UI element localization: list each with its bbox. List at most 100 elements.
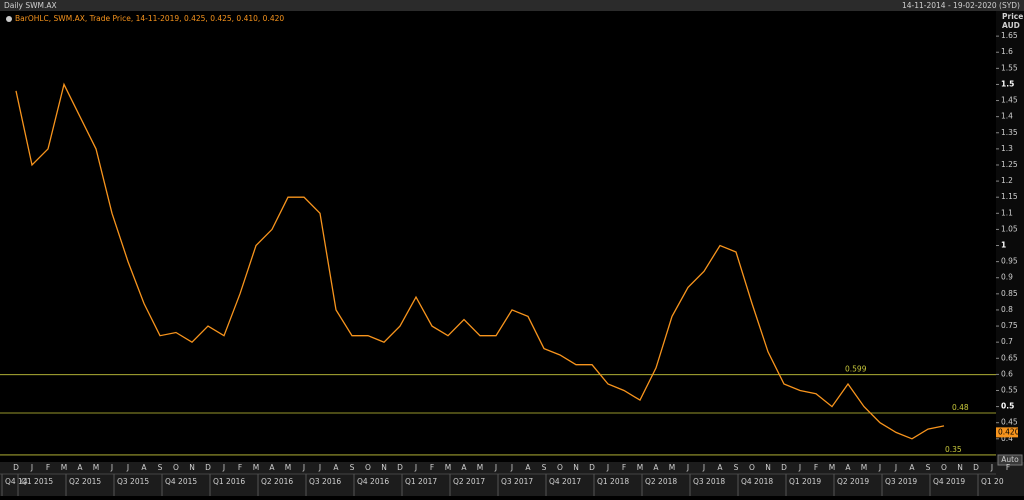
x-tick-label: J [494, 463, 497, 472]
last-price-label: 0.420 [998, 427, 1020, 436]
quarter-label: Q1 2015 [21, 477, 53, 486]
y-tick-label: 1.3 [1001, 144, 1013, 153]
level-label: 0.35 [945, 445, 962, 454]
x-tick-label: A [717, 463, 723, 472]
quarter-label: Q1 2017 [405, 477, 437, 486]
x-tick-label: M [93, 463, 99, 472]
level-label: 0.599 [845, 365, 867, 374]
x-tick-label: D [973, 463, 979, 472]
x-tick-label: F [430, 463, 434, 472]
x-tick-label: M [829, 463, 835, 472]
quarter-label: Q2 2016 [261, 477, 293, 486]
x-tick-label: D [397, 463, 403, 472]
legend-text: BarOHLC, SWM.AX, Trade Price, 14-11-2019… [15, 14, 284, 23]
x-tick-label: J [222, 463, 225, 472]
x-tick-label: A [77, 463, 83, 472]
quarter-label: Q3 2019 [885, 477, 917, 486]
x-tick-label: O [365, 463, 371, 472]
date-range: 14-11-2014 - 19-02-2020 (SYD) [902, 1, 1020, 10]
y-tick-label: 0.7 [1001, 337, 1013, 346]
x-tick-label: N [189, 463, 195, 472]
x-tick-label: S [542, 463, 547, 472]
x-tick-label: M [61, 463, 67, 472]
x-tick-label: N [765, 463, 771, 472]
x-tick-label: O [173, 463, 179, 472]
y-tick-label: 0.65 [1001, 353, 1018, 362]
auto-button[interactable] [997, 454, 1023, 466]
x-axis-panel [0, 462, 1024, 496]
x-tick-label: M [253, 463, 259, 472]
quarter-label: Q2 2018 [645, 477, 677, 486]
quarter-label: Q3 2017 [501, 477, 533, 486]
y-tick-label: 1.35 [1001, 128, 1018, 137]
auto-label[interactable]: Auto [1001, 455, 1019, 464]
quarter-label: Q4 2015 [165, 477, 197, 486]
y-tick-label: 1.15 [1001, 192, 1018, 201]
quarter-label: Q3 2015 [117, 477, 149, 486]
x-tick-label: A [525, 463, 531, 472]
quarter-label: Q4 2018 [741, 477, 773, 486]
y-tick-label: 1.65 [1001, 31, 1018, 40]
y-tick-label: 0.9 [1001, 273, 1013, 282]
y-tick-label: 1.05 [1001, 224, 1018, 233]
quarter-label: Q4 2017 [549, 477, 581, 486]
y-tick-label: 1.5 [1001, 79, 1014, 88]
x-tick-label: J [30, 463, 33, 472]
x-tick-label: A [333, 463, 339, 472]
x-tick-label: S [734, 463, 739, 472]
x-tick-label: F [1006, 463, 1010, 472]
x-tick-label: D [13, 463, 19, 472]
y-tick-label: 0.45 [1001, 418, 1018, 427]
x-tick-label: M [637, 463, 643, 472]
x-tick-label: M [669, 463, 675, 472]
x-tick-label: J [894, 463, 897, 472]
quarter-label: Q1 2016 [213, 477, 245, 486]
x-tick-label: D [205, 463, 211, 472]
x-tick-label: F [622, 463, 626, 472]
y-label: Price [1002, 12, 1023, 21]
x-tick-label: S [926, 463, 931, 472]
quarter-label: Q4 2019 [933, 477, 965, 486]
x-tick-label: J [110, 463, 113, 472]
x-tick-label: F [238, 463, 242, 472]
x-tick-label: A [141, 463, 147, 472]
x-tick-label: M [861, 463, 867, 472]
x-tick-label: J [878, 463, 881, 472]
x-tick-label: F [46, 463, 50, 472]
last-price-tag [996, 427, 1018, 438]
y-tick-label: 0.5 [1001, 402, 1014, 411]
y-tick-label: 0.6 [1001, 369, 1013, 378]
x-tick-label: J [606, 463, 609, 472]
x-tick-label: F [814, 463, 818, 472]
x-tick-label: M [477, 463, 483, 472]
x-tick-label: O [941, 463, 947, 472]
y-axis-panel [996, 11, 1024, 462]
x-tick-label: A [653, 463, 659, 472]
x-tick-label: S [158, 463, 163, 472]
x-tick-label: O [557, 463, 563, 472]
header-bar [0, 0, 1024, 11]
x-tick-label: N [957, 463, 963, 472]
quarter-label: Q3 2016 [309, 477, 341, 486]
price-line [15, 82, 945, 440]
x-tick-label: N [381, 463, 387, 472]
legend-icon [6, 16, 12, 22]
quarter-label: Q2 2017 [453, 477, 485, 486]
y-tick-label: 1.45 [1001, 96, 1018, 105]
x-tick-label: J [990, 463, 993, 472]
x-tick-label: M [445, 463, 451, 472]
y-tick-label: 1.25 [1001, 160, 1018, 169]
x-tick-label: J [798, 463, 801, 472]
y-tick-label: 1.4 [1001, 112, 1013, 121]
x-tick-label: J [414, 463, 417, 472]
x-tick-label: D [589, 463, 595, 472]
x-tick-label: J [510, 463, 513, 472]
quarter-label: Q4 2016 [357, 477, 389, 486]
quarter-label: Q3 2018 [693, 477, 725, 486]
x-tick-label: J [126, 463, 129, 472]
x-tick-label: O [749, 463, 755, 472]
x-tick-label: M [285, 463, 291, 472]
x-tick-label: N [573, 463, 579, 472]
x-tick-label: S [350, 463, 355, 472]
